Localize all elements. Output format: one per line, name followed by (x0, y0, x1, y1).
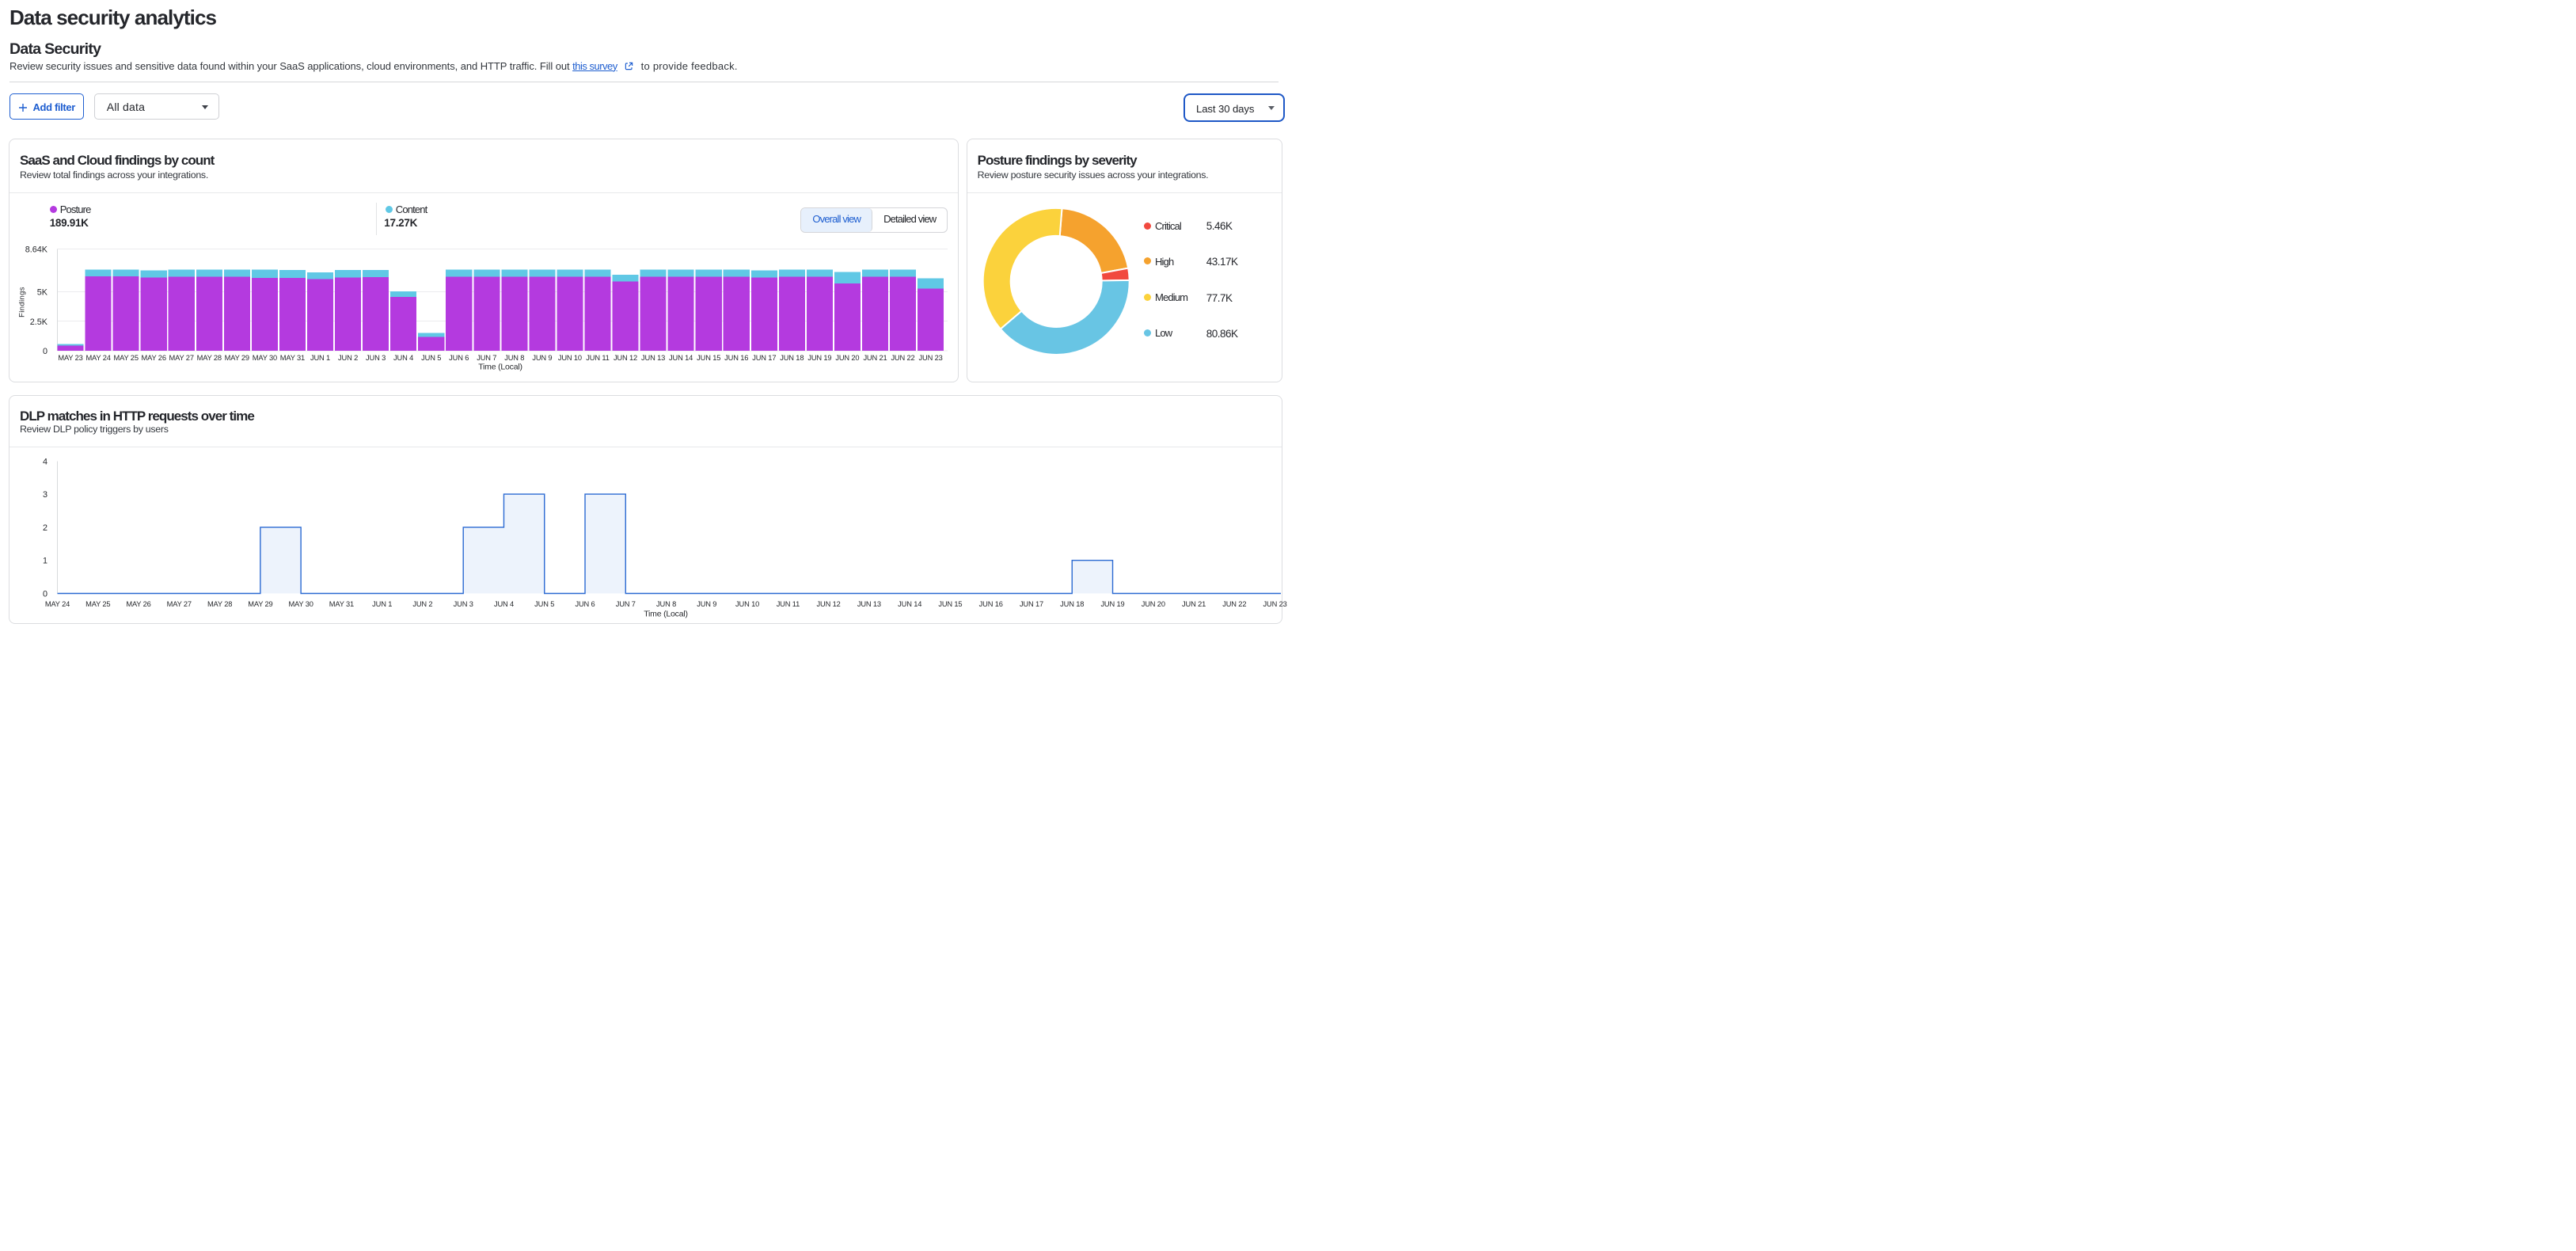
svg-text:MAY 28: MAY 28 (207, 600, 232, 608)
svg-text:MAY 31: MAY 31 (329, 600, 354, 608)
svg-text:4: 4 (43, 457, 47, 466)
svg-text:JUN 11: JUN 11 (777, 600, 800, 608)
svg-text:JUN 3: JUN 3 (366, 354, 386, 362)
svg-text:JUN 5: JUN 5 (534, 600, 554, 608)
svg-text:JUN 23: JUN 23 (919, 354, 943, 362)
svg-text:JUN 13: JUN 13 (641, 354, 665, 362)
svg-text:1: 1 (43, 557, 47, 566)
svg-text:MAY 26: MAY 26 (142, 354, 166, 362)
svg-text:JUN 9: JUN 9 (532, 354, 552, 362)
svg-text:JUN 9: JUN 9 (697, 600, 716, 608)
svg-text:MAY 24: MAY 24 (45, 600, 70, 608)
svg-text:JUN 15: JUN 15 (697, 354, 720, 362)
svg-text:Findings: Findings (17, 287, 26, 318)
svg-text:JUN 8: JUN 8 (656, 600, 676, 608)
svg-text:MAY 27: MAY 27 (167, 600, 192, 608)
svg-text:JUN 12: JUN 12 (614, 354, 637, 362)
svg-text:JUN 19: JUN 19 (807, 354, 831, 362)
svg-text:JUN 21: JUN 21 (1182, 600, 1206, 608)
svg-text:JUN 7: JUN 7 (616, 600, 636, 608)
svg-text:JUN 10: JUN 10 (558, 354, 582, 362)
svg-text:JUN 19: JUN 19 (1100, 600, 1124, 608)
svg-text:2.5K: 2.5K (30, 318, 48, 327)
svg-text:MAY 29: MAY 29 (225, 354, 249, 362)
svg-text:MAY 28: MAY 28 (197, 354, 222, 362)
svg-text:5K: 5K (37, 288, 48, 298)
svg-text:JUN 16: JUN 16 (724, 354, 748, 362)
svg-text:JUN 4: JUN 4 (393, 354, 413, 362)
svg-text:JUN 21: JUN 21 (863, 354, 887, 362)
svg-text:Time (Local): Time (Local) (478, 363, 522, 372)
svg-text:MAY 24: MAY 24 (85, 354, 110, 362)
svg-text:JUN 11: JUN 11 (586, 354, 609, 362)
svg-text:JUN 18: JUN 18 (1060, 600, 1084, 608)
svg-text:JUN 22: JUN 22 (891, 354, 914, 362)
svg-text:JUN 17: JUN 17 (752, 354, 776, 362)
svg-text:JUN 3: JUN 3 (454, 600, 473, 608)
svg-text:Time (Local): Time (Local) (644, 610, 688, 619)
svg-text:JUN 2: JUN 2 (412, 600, 432, 608)
svg-text:JUN 1: JUN 1 (372, 600, 392, 608)
svg-text:JUN 6: JUN 6 (449, 354, 469, 362)
svg-text:JUN 4: JUN 4 (494, 600, 514, 608)
svg-text:JUN 18: JUN 18 (780, 354, 804, 362)
svg-text:JUN 8: JUN 8 (504, 354, 524, 362)
svg-text:JUN 17: JUN 17 (1020, 600, 1043, 608)
svg-text:JUN 7: JUN 7 (477, 354, 496, 362)
svg-text:JUN 20: JUN 20 (835, 354, 859, 362)
svg-text:MAY 31: MAY 31 (280, 354, 305, 362)
svg-text:JUN 5: JUN 5 (421, 354, 441, 362)
svg-text:MAY 25: MAY 25 (114, 354, 139, 362)
svg-text:JUN 2: JUN 2 (338, 354, 358, 362)
svg-text:MAY 25: MAY 25 (85, 600, 110, 608)
svg-text:3: 3 (43, 490, 47, 500)
svg-text:MAY 27: MAY 27 (169, 354, 194, 362)
svg-text:JUN 23: JUN 23 (1263, 600, 1287, 608)
svg-text:MAY 26: MAY 26 (126, 600, 150, 608)
svg-text:JUN 1: JUN 1 (310, 354, 330, 362)
svg-text:JUN 16: JUN 16 (979, 600, 1003, 608)
svg-text:JUN 15: JUN 15 (938, 600, 962, 608)
svg-text:2: 2 (43, 523, 47, 533)
svg-text:MAY 29: MAY 29 (248, 600, 272, 608)
svg-text:0: 0 (43, 347, 47, 356)
svg-text:JUN 14: JUN 14 (669, 354, 693, 362)
svg-text:8.64K: 8.64K (25, 245, 48, 255)
svg-text:JUN 14: JUN 14 (898, 600, 921, 608)
svg-text:MAY 30: MAY 30 (253, 354, 277, 362)
svg-text:JUN 12: JUN 12 (817, 600, 841, 608)
svg-text:JUN 22: JUN 22 (1222, 600, 1246, 608)
svg-text:JUN 6: JUN 6 (575, 600, 595, 608)
svg-text:0: 0 (43, 590, 47, 599)
svg-text:MAY 30: MAY 30 (288, 600, 313, 608)
svg-text:MAY 23: MAY 23 (58, 354, 82, 362)
svg-text:JUN 20: JUN 20 (1142, 600, 1165, 608)
svg-text:JUN 13: JUN 13 (857, 600, 881, 608)
svg-text:JUN 10: JUN 10 (735, 600, 759, 608)
